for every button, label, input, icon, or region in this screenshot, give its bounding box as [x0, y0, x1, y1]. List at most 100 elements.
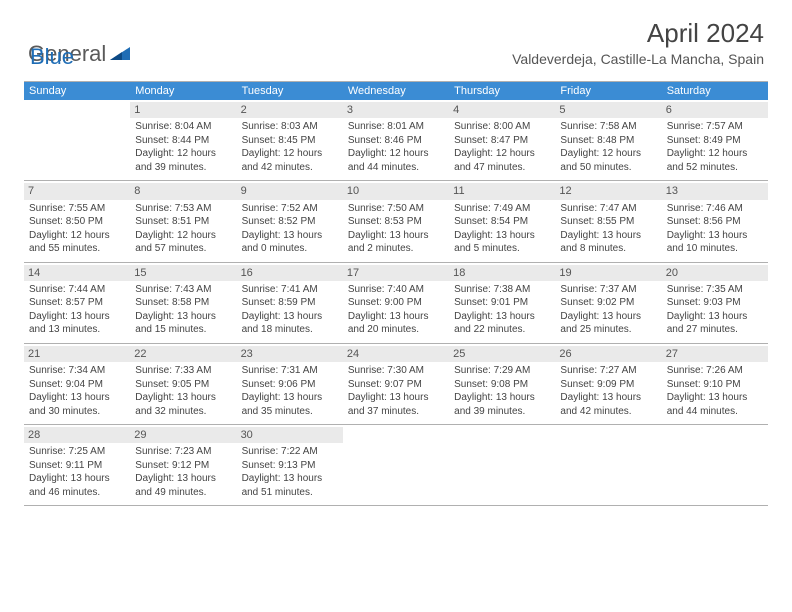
day-info: Sunrise: 7:35 AMSunset: 9:03 PMDaylight:… — [667, 283, 763, 337]
week-row: 21 Sunrise: 7:34 AMSunset: 9:04 PMDayligh… — [24, 344, 768, 425]
day-number: 7 — [24, 183, 130, 199]
day-number: 1 — [130, 102, 236, 118]
day-number: 17 — [343, 265, 449, 281]
month-title: April 2024 — [512, 18, 764, 49]
day-info: Sunrise: 7:23 AMSunset: 9:12 PMDaylight:… — [135, 445, 231, 499]
day-info: Sunrise: 8:04 AMSunset: 8:44 PMDaylight:… — [135, 120, 231, 174]
calendar-cell: 19Sunrise: 7:37 AMSunset: 9:02 PMDayligh… — [555, 263, 661, 343]
day-number: 22 — [130, 346, 236, 362]
day-header: Saturday — [662, 82, 768, 100]
calendar-cell: 30 Sunrise: 7:22 AMSunset: 9:13 PMDayligh… — [237, 425, 343, 505]
day-number: 15 — [130, 265, 236, 281]
day-number: 4 — [449, 102, 555, 118]
calendar-cell — [662, 425, 768, 505]
day-info: Sunrise: 7:40 AMSunset: 9:00 PMDaylight:… — [348, 283, 444, 337]
day-number: 18 — [449, 265, 555, 281]
header: General April 2024 Valdeverdeja, Castill… — [0, 0, 792, 73]
calendar-cell — [449, 425, 555, 505]
calendar-cell: 17 Sunrise: 7:40 AMSunset: 9:00 PMDayligh… — [343, 263, 449, 343]
day-header: Wednesday — [343, 82, 449, 100]
day-info: Sunrise: 7:41 AMSunset: 8:59 PMDaylight:… — [242, 283, 338, 337]
calendar-cell: 25 Sunrise: 7:29 AMSunset: 9:08 PMDayligh… — [449, 344, 555, 424]
title-block: April 2024 Valdeverdeja, Castille-La Man… — [512, 18, 764, 67]
day-number: 24 — [343, 346, 449, 362]
day-number: 3 — [343, 102, 449, 118]
day-number: 10 — [343, 183, 449, 199]
weeks: 1 Sunrise: 8:04 AMSunset: 8:44 PMDaylight… — [24, 100, 768, 506]
day-number: 13 — [662, 183, 768, 199]
calendar-cell: 26Sunrise: 7:27 AMSunset: 9:09 PMDayligh… — [555, 344, 661, 424]
calendar-cell: 20 Sunrise: 7:35 AMSunset: 9:03 PMDayligh… — [662, 263, 768, 343]
calendar-cell: 5 Sunrise: 7:58 AMSunset: 8:48 PMDaylight… — [555, 100, 661, 180]
week-row: 14 Sunrise: 7:44 AMSunset: 8:57 PMDayligh… — [24, 263, 768, 344]
day-info: Sunrise: 7:43 AMSunset: 8:58 PMDaylight:… — [135, 283, 231, 337]
day-info: Sunrise: 7:49 AMSunset: 8:54 PMDaylight:… — [454, 202, 550, 256]
day-info: Sunrise: 7:38 AMSunset: 9:01 PMDaylight:… — [454, 283, 550, 337]
day-info: Sunrise: 7:53 AMSunset: 8:51 PMDaylight:… — [135, 202, 231, 256]
calendar-cell — [343, 425, 449, 505]
day-header: Tuesday — [237, 82, 343, 100]
location: Valdeverdeja, Castille-La Mancha, Spain — [512, 51, 764, 67]
calendar-cell: 24 Sunrise: 7:30 AMSunset: 9:07 PMDayligh… — [343, 344, 449, 424]
calendar-cell — [24, 100, 130, 180]
calendar-cell: 18 Sunrise: 7:38 AMSunset: 9:01 PMDayligh… — [449, 263, 555, 343]
calendar-cell: 1 Sunrise: 8:04 AMSunset: 8:44 PMDaylight… — [130, 100, 236, 180]
day-info: Sunrise: 7:50 AMSunset: 8:53 PMDaylight:… — [348, 202, 444, 256]
day-info: Sunrise: 7:55 AMSunset: 8:50 PMDaylight:… — [29, 202, 125, 256]
day-info: Sunrise: 7:29 AMSunset: 9:08 PMDaylight:… — [454, 364, 550, 418]
day-info: Sunrise: 7:57 AMSunset: 8:49 PMDaylight:… — [667, 120, 763, 174]
calendar-cell: 13Sunrise: 7:46 AMSunset: 8:56 PMDayligh… — [662, 181, 768, 261]
calendar-cell: 9Sunrise: 7:52 AMSunset: 8:52 PMDaylight… — [237, 181, 343, 261]
day-info: Sunrise: 7:31 AMSunset: 9:06 PMDaylight:… — [242, 364, 338, 418]
day-info: Sunrise: 7:26 AMSunset: 9:10 PMDaylight:… — [667, 364, 763, 418]
day-info: Sunrise: 7:30 AMSunset: 9:07 PMDaylight:… — [348, 364, 444, 418]
calendar-cell: 29Sunrise: 7:23 AMSunset: 9:12 PMDayligh… — [130, 425, 236, 505]
calendar-cell: 14 Sunrise: 7:44 AMSunset: 8:57 PMDayligh… — [24, 263, 130, 343]
day-info: Sunrise: 7:37 AMSunset: 9:02 PMDaylight:… — [560, 283, 656, 337]
day-info: Sunrise: 8:01 AMSunset: 8:46 PMDaylight:… — [348, 120, 444, 174]
day-number: 27 — [662, 346, 768, 362]
day-number: 20 — [662, 265, 768, 281]
day-info: Sunrise: 7:34 AMSunset: 9:04 PMDaylight:… — [29, 364, 125, 418]
calendar-cell: 28 Sunrise: 7:25 AMSunset: 9:11 PMDayligh… — [24, 425, 130, 505]
day-number: 8 — [130, 183, 236, 199]
week-row: 28 Sunrise: 7:25 AMSunset: 9:11 PMDayligh… — [24, 425, 768, 506]
calendar-cell: 22Sunrise: 7:33 AMSunset: 9:05 PMDayligh… — [130, 344, 236, 424]
logo-text-blue-wrap: Blue — [30, 44, 74, 70]
calendar-cell — [555, 425, 661, 505]
day-info: Sunrise: 8:00 AMSunset: 8:47 PMDaylight:… — [454, 120, 550, 174]
day-number: 5 — [555, 102, 661, 118]
logo-text-blue: Blue — [30, 44, 74, 69]
day-header: Thursday — [449, 82, 555, 100]
day-number: 14 — [24, 265, 130, 281]
day-info: Sunrise: 7:47 AMSunset: 8:55 PMDaylight:… — [560, 202, 656, 256]
day-number: 23 — [237, 346, 343, 362]
calendar-cell: 21 Sunrise: 7:34 AMSunset: 9:04 PMDayligh… — [24, 344, 130, 424]
day-number: 28 — [24, 427, 130, 443]
day-number: 12 — [555, 183, 661, 199]
day-info: Sunrise: 7:27 AMSunset: 9:09 PMDaylight:… — [560, 364, 656, 418]
calendar-cell: 4 Sunrise: 8:00 AMSunset: 8:47 PMDaylight… — [449, 100, 555, 180]
calendar-cell: 3 Sunrise: 8:01 AMSunset: 8:46 PMDaylight… — [343, 100, 449, 180]
day-number: 21 — [24, 346, 130, 362]
day-info: Sunrise: 7:52 AMSunset: 8:52 PMDaylight:… — [242, 202, 338, 256]
calendar-cell: 6 Sunrise: 7:57 AMSunset: 8:49 PMDaylight… — [662, 100, 768, 180]
day-number: 11 — [449, 183, 555, 199]
day-info: Sunrise: 7:58 AMSunset: 8:48 PMDaylight:… — [560, 120, 656, 174]
week-row: 1 Sunrise: 8:04 AMSunset: 8:44 PMDaylight… — [24, 100, 768, 181]
day-number: 25 — [449, 346, 555, 362]
day-info: Sunrise: 7:22 AMSunset: 9:13 PMDaylight:… — [242, 445, 338, 499]
day-info: Sunrise: 7:25 AMSunset: 9:11 PMDaylight:… — [29, 445, 125, 499]
logo-triangle-icon — [110, 44, 130, 63]
calendar-cell: 10 Sunrise: 7:50 AMSunset: 8:53 PMDayligh… — [343, 181, 449, 261]
day-headers: SundayMondayTuesdayWednesdayThursdayFrid… — [24, 82, 768, 100]
day-number: 6 — [662, 102, 768, 118]
calendar-cell: 8 Sunrise: 7:53 AMSunset: 8:51 PMDaylight… — [130, 181, 236, 261]
day-number: 2 — [237, 102, 343, 118]
day-number: 30 — [237, 427, 343, 443]
day-info: Sunrise: 7:44 AMSunset: 8:57 PMDaylight:… — [29, 283, 125, 337]
calendar-cell: 11 Sunrise: 7:49 AMSunset: 8:54 PMDayligh… — [449, 181, 555, 261]
calendar-cell: 23 Sunrise: 7:31 AMSunset: 9:06 PMDayligh… — [237, 344, 343, 424]
week-row: 7 Sunrise: 7:55 AMSunset: 8:50 PMDaylight… — [24, 181, 768, 262]
day-number: 16 — [237, 265, 343, 281]
